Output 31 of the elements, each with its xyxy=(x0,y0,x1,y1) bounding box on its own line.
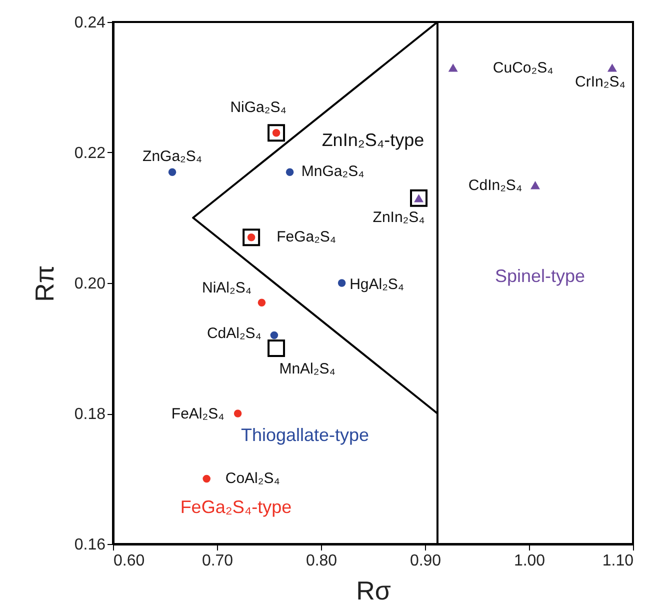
annotation: ZnIn₂S₄-type xyxy=(322,130,424,150)
y-tick-label: 0.20 xyxy=(74,276,106,292)
annotation: NiAl₂S₄ xyxy=(202,280,252,297)
annotation: ZnGa₂S₄ xyxy=(142,148,202,166)
series-label: FeGa₂S₄-type xyxy=(180,497,292,517)
y-tick-label: 0.18 xyxy=(74,406,106,423)
y-axis-title: Rπ xyxy=(29,265,60,302)
annotation: CdAl₂S₄ xyxy=(206,325,262,342)
annotation: FeGa₂S₄ xyxy=(276,228,336,246)
x-tick-label: 0.80 xyxy=(306,552,338,570)
x-tick-label: 1.10 xyxy=(602,552,634,570)
annotation: CrIn₂S₄ xyxy=(575,74,626,91)
x-tick-label: 0.60 xyxy=(114,552,145,570)
annotation: HgAl₂S₄ xyxy=(350,276,404,293)
x-tick-label: 1.00 xyxy=(514,552,546,570)
y-tick-label: 0.24 xyxy=(74,14,106,32)
annotation: CuCo₂S₄ xyxy=(492,60,554,77)
annotation: MnAl₂S₄ xyxy=(279,360,336,378)
annotation: CoAl₂S₄ xyxy=(225,470,280,487)
annotation: FeAl₂S₄ xyxy=(171,406,224,422)
annotation: MnGa₂S₄ xyxy=(301,163,364,180)
text: Spinel-type xyxy=(494,266,586,286)
text: Thiogallate-type xyxy=(240,425,370,445)
annotation: CdIn₂S₄ xyxy=(468,177,522,194)
x-tick-label: 0.70 xyxy=(202,552,234,570)
x-axis-title: Rσ xyxy=(356,576,391,606)
annotation: ZnIn₂S₄ xyxy=(372,209,425,226)
y-tick-label: 0.16 xyxy=(74,536,106,554)
annotation: NiGa₂S₄ xyxy=(230,98,286,116)
x-tick-label: 0.90 xyxy=(410,552,442,570)
y-tick-label: 0.22 xyxy=(74,145,106,162)
